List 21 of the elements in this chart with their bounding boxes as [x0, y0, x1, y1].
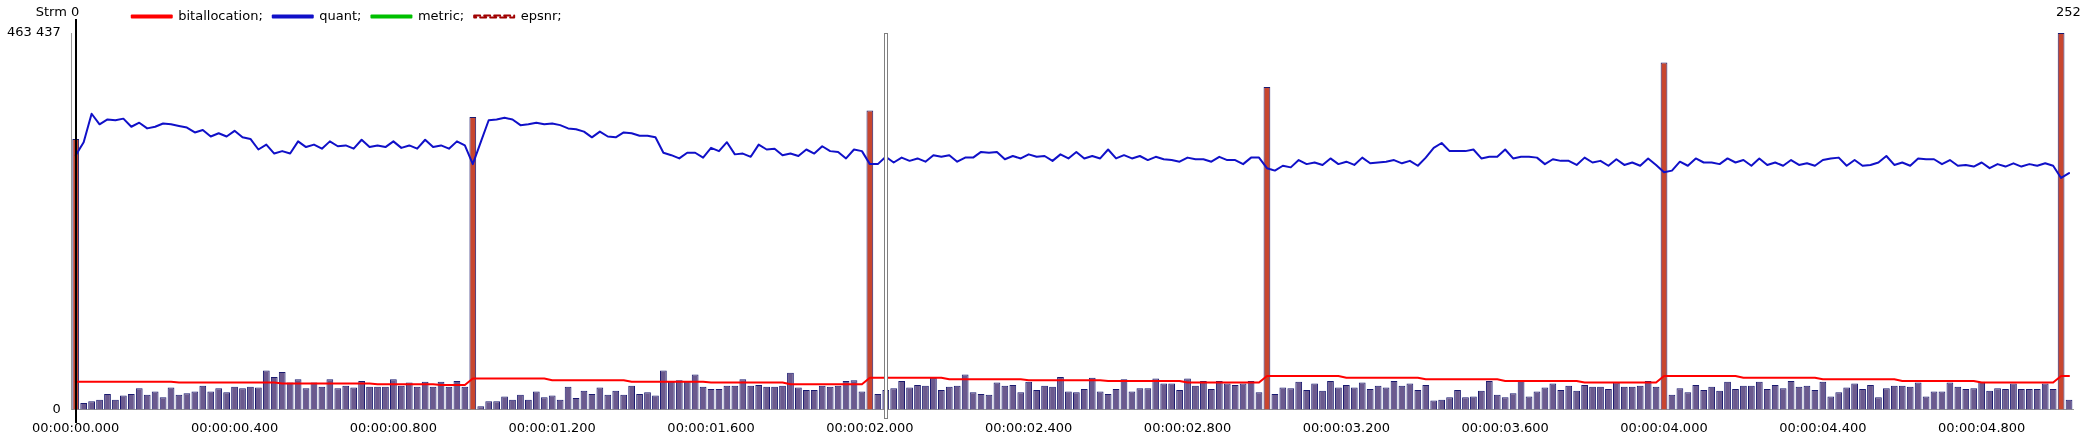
text: 252	[2056, 4, 2081, 19]
x-tick-label: 00:00:02.000	[826, 419, 914, 435]
y-tick-label: 463 437	[6, 24, 61, 40]
x-tick-label: 00:00:00.400	[190, 419, 279, 435]
x-tick-label: 00:00:01.600	[667, 419, 755, 435]
legend-label: metric;	[417, 7, 465, 23]
x-tick-label: 00:00:04.400	[1779, 419, 1867, 435]
x-tick-label: 00:00:04.800	[1938, 419, 2026, 435]
x-tick-label: 00:00:02.800	[1143, 419, 1232, 435]
x-tick-label: 00:00:04.000	[1620, 419, 1708, 435]
x-tick-label: 00:00:02.400	[985, 419, 1073, 435]
text: Strm 0	[35, 4, 80, 19]
x-tick-label: 00:00:00.000	[32, 419, 120, 435]
x-tick-label: 00:00:03.600	[1461, 419, 1549, 435]
legend-label: quant;	[319, 7, 362, 23]
x-tick-label: 00:00:01.200	[508, 419, 596, 435]
x-tick-label: 00:00:03.200	[1302, 419, 1391, 435]
x-tick-label: 00:00:00.800	[349, 419, 438, 435]
y-tick-label: 0	[52, 400, 61, 416]
legend-label: epsnr;	[520, 7, 562, 23]
legend-label: bitallocation;	[178, 7, 263, 23]
